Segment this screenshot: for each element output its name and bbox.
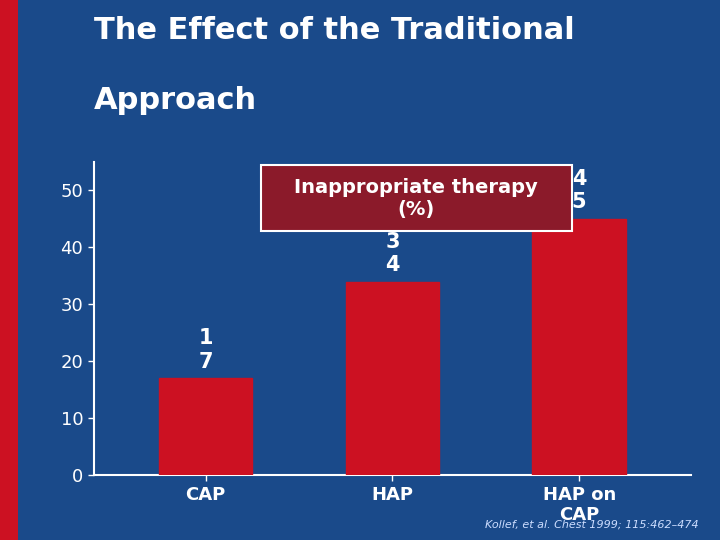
Text: The Effect of the Traditional: The Effect of the Traditional <box>94 16 575 45</box>
Text: Kollef, et al. Chest 1999; 115:462–474: Kollef, et al. Chest 1999; 115:462–474 <box>485 519 698 529</box>
FancyBboxPatch shape <box>261 165 572 231</box>
Text: 4
5: 4 5 <box>572 169 587 212</box>
Bar <box>159 379 252 475</box>
Text: Approach: Approach <box>94 86 257 116</box>
Bar <box>533 219 626 475</box>
Text: 1
7: 1 7 <box>199 328 213 372</box>
Text: Inappropriate therapy
(%): Inappropriate therapy (%) <box>294 178 538 219</box>
Bar <box>346 281 439 475</box>
Text: 3
4: 3 4 <box>385 232 400 275</box>
